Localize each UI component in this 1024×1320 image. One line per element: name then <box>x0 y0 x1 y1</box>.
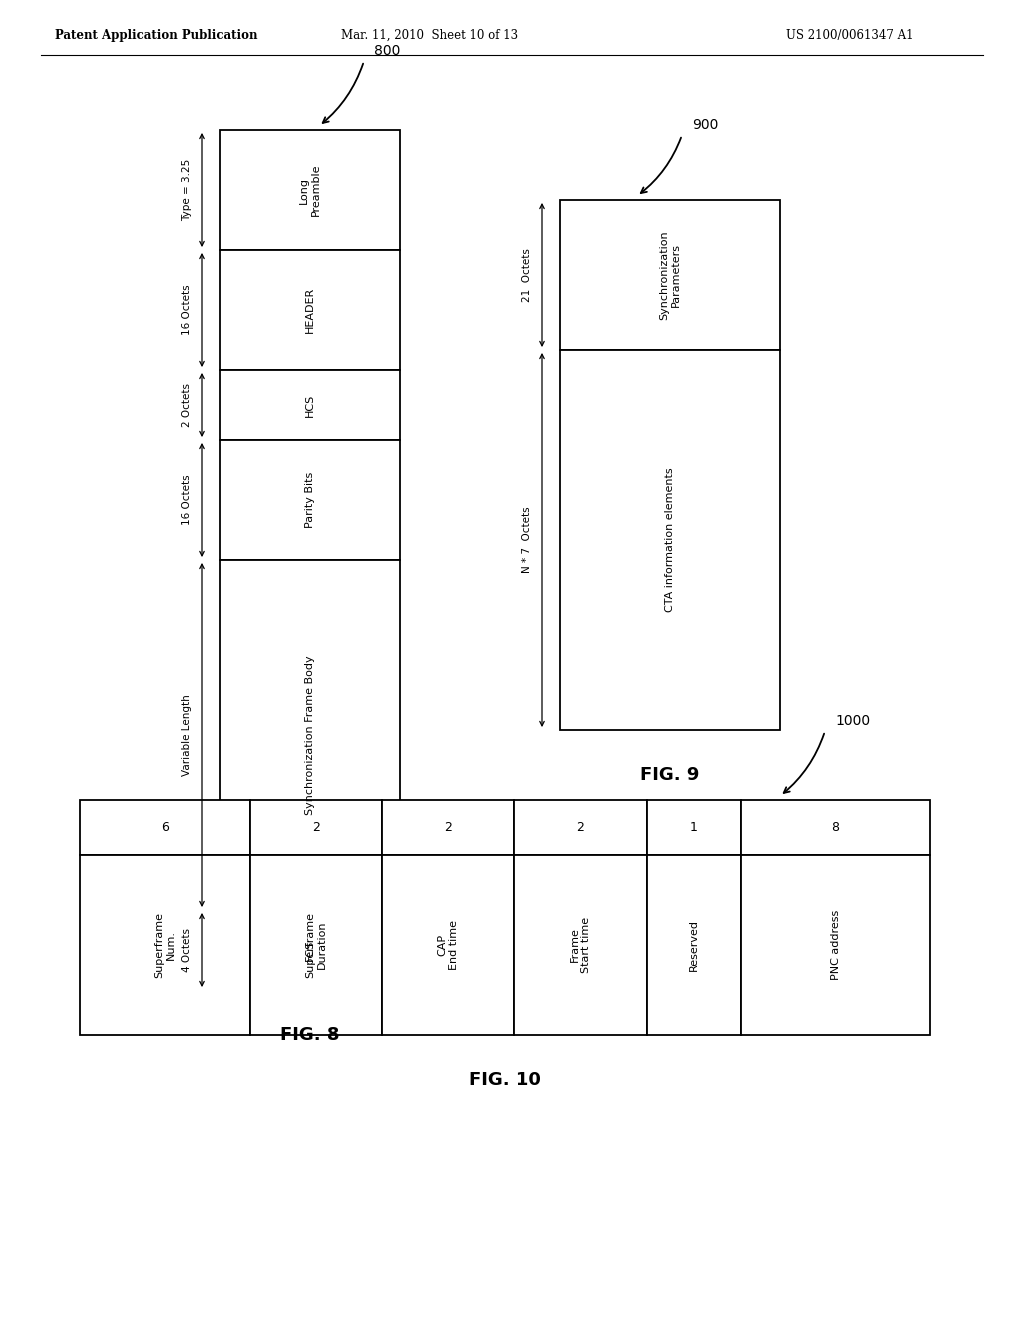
Text: Synchronization
Parameters: Synchronization Parameters <box>659 230 681 319</box>
Text: HCS: HCS <box>305 393 315 417</box>
Text: Parity Bits: Parity Bits <box>305 471 315 528</box>
Text: Synchronization Frame Body: Synchronization Frame Body <box>305 655 315 814</box>
Bar <box>382 855 514 1035</box>
Bar <box>250 855 382 1035</box>
Bar <box>647 800 741 855</box>
Bar <box>514 855 647 1035</box>
Bar <box>220 909 400 990</box>
Text: Long
Preamble: Long Preamble <box>299 164 321 216</box>
Text: FIG. 10: FIG. 10 <box>469 1071 541 1089</box>
Bar <box>220 440 400 560</box>
Bar <box>647 855 741 1035</box>
Text: 4 Octets: 4 Octets <box>182 928 193 972</box>
Text: 8: 8 <box>831 821 840 834</box>
Text: 2 Octets: 2 Octets <box>182 383 193 426</box>
Text: HEADER: HEADER <box>305 286 315 333</box>
Text: 1: 1 <box>690 821 697 834</box>
Text: 16 Octets: 16 Octets <box>182 475 193 525</box>
Bar <box>741 800 930 855</box>
Text: 6: 6 <box>161 821 169 834</box>
Bar <box>741 855 930 1035</box>
Text: FIG. 8: FIG. 8 <box>281 1026 340 1044</box>
Text: Reserved: Reserved <box>689 919 699 972</box>
Bar <box>514 800 647 855</box>
Text: PNC address: PNC address <box>830 909 841 981</box>
Text: N * 7  Octets: N * 7 Octets <box>522 507 532 573</box>
Bar <box>250 800 382 855</box>
Text: Superframe
Num.: Superframe Num. <box>155 912 176 978</box>
Text: FIG. 9: FIG. 9 <box>640 766 699 784</box>
Text: 2: 2 <box>444 821 453 834</box>
Text: 2: 2 <box>312 821 321 834</box>
Text: Mar. 11, 2010  Sheet 10 of 13: Mar. 11, 2010 Sheet 10 of 13 <box>341 29 518 41</box>
Text: 2: 2 <box>577 821 585 834</box>
Bar <box>560 201 780 350</box>
Bar <box>382 800 514 855</box>
Bar <box>220 370 400 440</box>
Bar <box>80 855 250 1035</box>
Bar <box>220 249 400 370</box>
Text: FCS: FCS <box>305 940 315 961</box>
Text: CTA information elements: CTA information elements <box>665 467 675 612</box>
Text: Type = 3.25: Type = 3.25 <box>182 158 193 222</box>
Text: 1000: 1000 <box>835 714 870 729</box>
Text: CAP
End time: CAP End time <box>437 920 459 970</box>
Text: US 2100/0061347 A1: US 2100/0061347 A1 <box>786 29 913 41</box>
Text: Superframe
Duration: Superframe Duration <box>305 912 327 978</box>
Text: 16 Octets: 16 Octets <box>182 285 193 335</box>
Text: Variable Length: Variable Length <box>182 694 193 776</box>
Text: 900: 900 <box>692 117 719 132</box>
Text: 21  Octets: 21 Octets <box>522 248 532 302</box>
Bar <box>560 350 780 730</box>
Text: Frame
Start time: Frame Start time <box>569 917 591 973</box>
Text: 800: 800 <box>374 44 400 58</box>
Bar <box>220 129 400 249</box>
Bar <box>220 560 400 909</box>
Text: Patent Application Publication: Patent Application Publication <box>55 29 257 41</box>
Bar <box>80 800 250 855</box>
